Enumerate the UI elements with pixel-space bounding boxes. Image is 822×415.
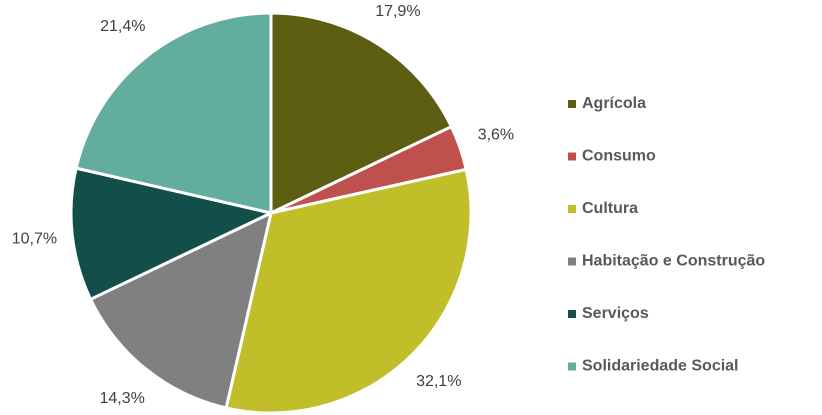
legend-label: Cultura [582, 200, 638, 217]
pie-slice [224, 167, 473, 415]
legend-label: Agrícola [582, 95, 646, 112]
legend-label: Solidariedade Social [582, 358, 739, 375]
pie-slice [74, 11, 273, 215]
pie-slice [269, 11, 454, 216]
legend-swatch [568, 100, 576, 108]
legend-label: Consumo [582, 148, 656, 165]
pie-slice [88, 210, 274, 410]
data-label: 17,9% [375, 3, 420, 20]
legend-swatch [568, 152, 576, 161]
data-label: 21,4% [100, 18, 145, 35]
legend-label: Habitação e Construção [582, 253, 765, 270]
legend-swatch [568, 257, 576, 266]
legend-swatch [568, 362, 576, 371]
pie-slice [69, 166, 276, 302]
legend-swatch [568, 310, 576, 318]
data-label: 10,7% [12, 230, 57, 247]
data-label: 32,1% [416, 373, 461, 390]
data-label: 3,6% [478, 126, 514, 143]
legend-swatch [568, 205, 576, 213]
legend-label: Serviços [582, 305, 649, 322]
data-label: 14,3% [100, 390, 145, 407]
